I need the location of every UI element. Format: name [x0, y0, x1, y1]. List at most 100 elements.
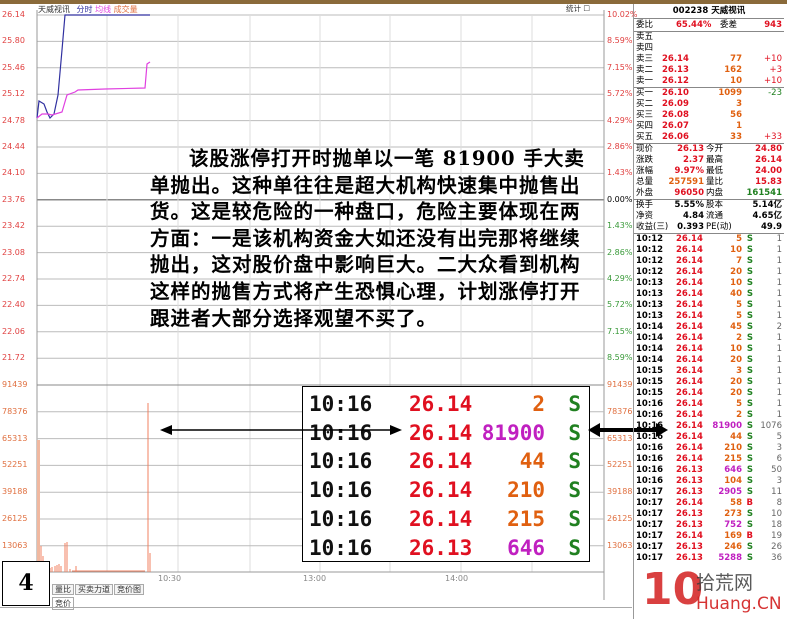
trade-volume: 58	[730, 498, 742, 508]
trade-row: 10:17 26.13 273 S 10	[636, 509, 782, 520]
trade-count: 1	[776, 245, 782, 255]
trade-time: 10:14	[636, 322, 664, 332]
trade-time: 10:16	[636, 454, 664, 464]
label: 最高	[706, 155, 724, 165]
watermark-number: 10	[642, 564, 704, 615]
trade-volume: 5	[736, 300, 742, 310]
trade-count: 1	[776, 267, 782, 277]
trade-side: S	[746, 432, 753, 442]
trade-price: 26.13	[676, 542, 703, 552]
trade-price: 26.14	[676, 355, 703, 365]
trade-row: 10:16 26.14 5 S 1	[636, 399, 782, 410]
quote-row: 现价 26.13 今开 24.80	[636, 144, 782, 155]
trade-row: 10:12 26.14 20 S 1	[636, 267, 782, 278]
trade-volume: 5	[736, 399, 742, 409]
trade-price: 26.14	[676, 443, 703, 453]
trade-count: 1	[776, 278, 782, 288]
label: PE(动)	[706, 222, 732, 232]
level-label: 买一	[636, 88, 654, 98]
level-price: 26.10	[662, 88, 689, 98]
panel-title: 002238 天威视讯	[672, 6, 746, 16]
trade-time: 10:13	[636, 278, 664, 288]
trade-row: 10:15 26.14 20 S 1	[636, 377, 782, 388]
trade-price: 26.13	[676, 520, 703, 530]
level-label: 卖四	[636, 43, 654, 53]
level-price: 26.08	[662, 110, 689, 120]
trade-side: B	[746, 498, 753, 508]
zoom-trade-volume: 2	[532, 392, 545, 416]
trade-price: 26.14	[676, 432, 703, 442]
zoom-trade-row: 10:16 26.14 81900 S	[303, 419, 589, 448]
trade-side: S	[746, 377, 753, 387]
trade-row: 10:14 26.14 10 S 1	[636, 344, 782, 355]
trade-time: 10:14	[636, 333, 664, 343]
volume-tick-right: 39188	[607, 487, 633, 497]
tab-volume-ratio[interactable]: 量比	[52, 584, 74, 595]
trade-side: S	[746, 300, 753, 310]
level-label: 买五	[636, 132, 654, 142]
price-tick: 24.10	[2, 168, 25, 178]
trade-time: 10:16	[636, 465, 664, 475]
level-label: 卖二	[636, 65, 654, 75]
level-volume: 3	[736, 99, 742, 109]
price-tick: 23.76	[2, 194, 25, 204]
label: 流通	[706, 211, 724, 221]
trade-price: 26.14	[676, 289, 703, 299]
annotation-text: 该股涨停打开时抛单以一笔 81900 手大卖单抛出。这种单往往是超大机构快速集中…	[150, 147, 585, 330]
zoom-trade-time: 10:16	[309, 506, 373, 531]
stats-button[interactable]: 统计 ☐	[566, 4, 591, 13]
pct-tick: 7.15%	[607, 62, 633, 72]
volume-tick-right: 52251	[607, 460, 633, 470]
level-price: 26.12	[662, 76, 689, 86]
trade-side: S	[746, 355, 753, 365]
panel-value: 96050	[674, 188, 704, 198]
trade-count: 1	[776, 289, 782, 299]
pct-tick: 0.00%	[607, 194, 633, 204]
trade-side: S	[746, 487, 753, 497]
trade-time: 10:17	[636, 531, 664, 541]
trade-volume: 81900	[712, 421, 742, 431]
intraday-chart	[36, 10, 605, 600]
trade-count: 2	[776, 322, 782, 332]
trade-count: 1	[776, 300, 782, 310]
label: 量比	[706, 177, 724, 187]
zoom-trade-price: 26.13	[409, 535, 473, 560]
trade-time: 10:15	[636, 388, 664, 398]
trade-volume: 7	[736, 256, 742, 266]
trade-time: 10:17	[636, 498, 664, 508]
trade-count: 1	[776, 311, 782, 321]
bid-level: 买一 26.10 1099 -23	[636, 88, 782, 99]
zoom-trade-volume: 210	[507, 478, 545, 503]
volume-bar	[37, 440, 40, 572]
bottom-tab-auction[interactable]: 竞价	[52, 597, 74, 610]
tab-buy-sell-force[interactable]: 买卖力道	[75, 584, 113, 595]
legend-price[interactable]: 分时	[76, 5, 93, 14]
trade-volume: 2	[736, 333, 742, 343]
label: 委比	[636, 20, 654, 30]
trade-row: 10:14 26.14 2 S 1	[636, 333, 782, 344]
trade-time: 10:16	[636, 399, 664, 409]
time-tick: 14:00	[445, 574, 469, 583]
volume-tick: 39188	[2, 487, 28, 497]
level-price: 26.14	[662, 54, 689, 64]
trade-price: 26.13	[676, 476, 703, 486]
trade-price: 26.14	[676, 366, 703, 376]
trade-volume: 2	[736, 410, 742, 420]
trade-row: 10:13 26.14 5 S 1	[636, 300, 782, 311]
legend-avg[interactable]: 均线	[95, 5, 112, 14]
volume-tick: 26125	[2, 514, 28, 523]
trade-count: 1	[776, 410, 782, 420]
label: 收益(三)	[636, 222, 669, 232]
trade-side: S	[746, 509, 753, 519]
trade-row: 10:17 26.13 752 S 18	[636, 520, 782, 531]
trade-time: 10:17	[636, 509, 664, 519]
panel-value: 26.14	[755, 155, 782, 165]
panel-value: 65.44%	[676, 20, 712, 30]
level-change: +10	[764, 76, 782, 86]
label: 今开	[706, 144, 724, 154]
trade-row: 10:17 26.14 169 B 19	[636, 531, 782, 542]
trade-volume: 5	[736, 311, 742, 321]
tab-auction-chart[interactable]: 竞价图	[114, 584, 144, 595]
trade-price: 26.14	[676, 300, 703, 310]
legend-volume[interactable]: 成交量	[113, 5, 138, 14]
